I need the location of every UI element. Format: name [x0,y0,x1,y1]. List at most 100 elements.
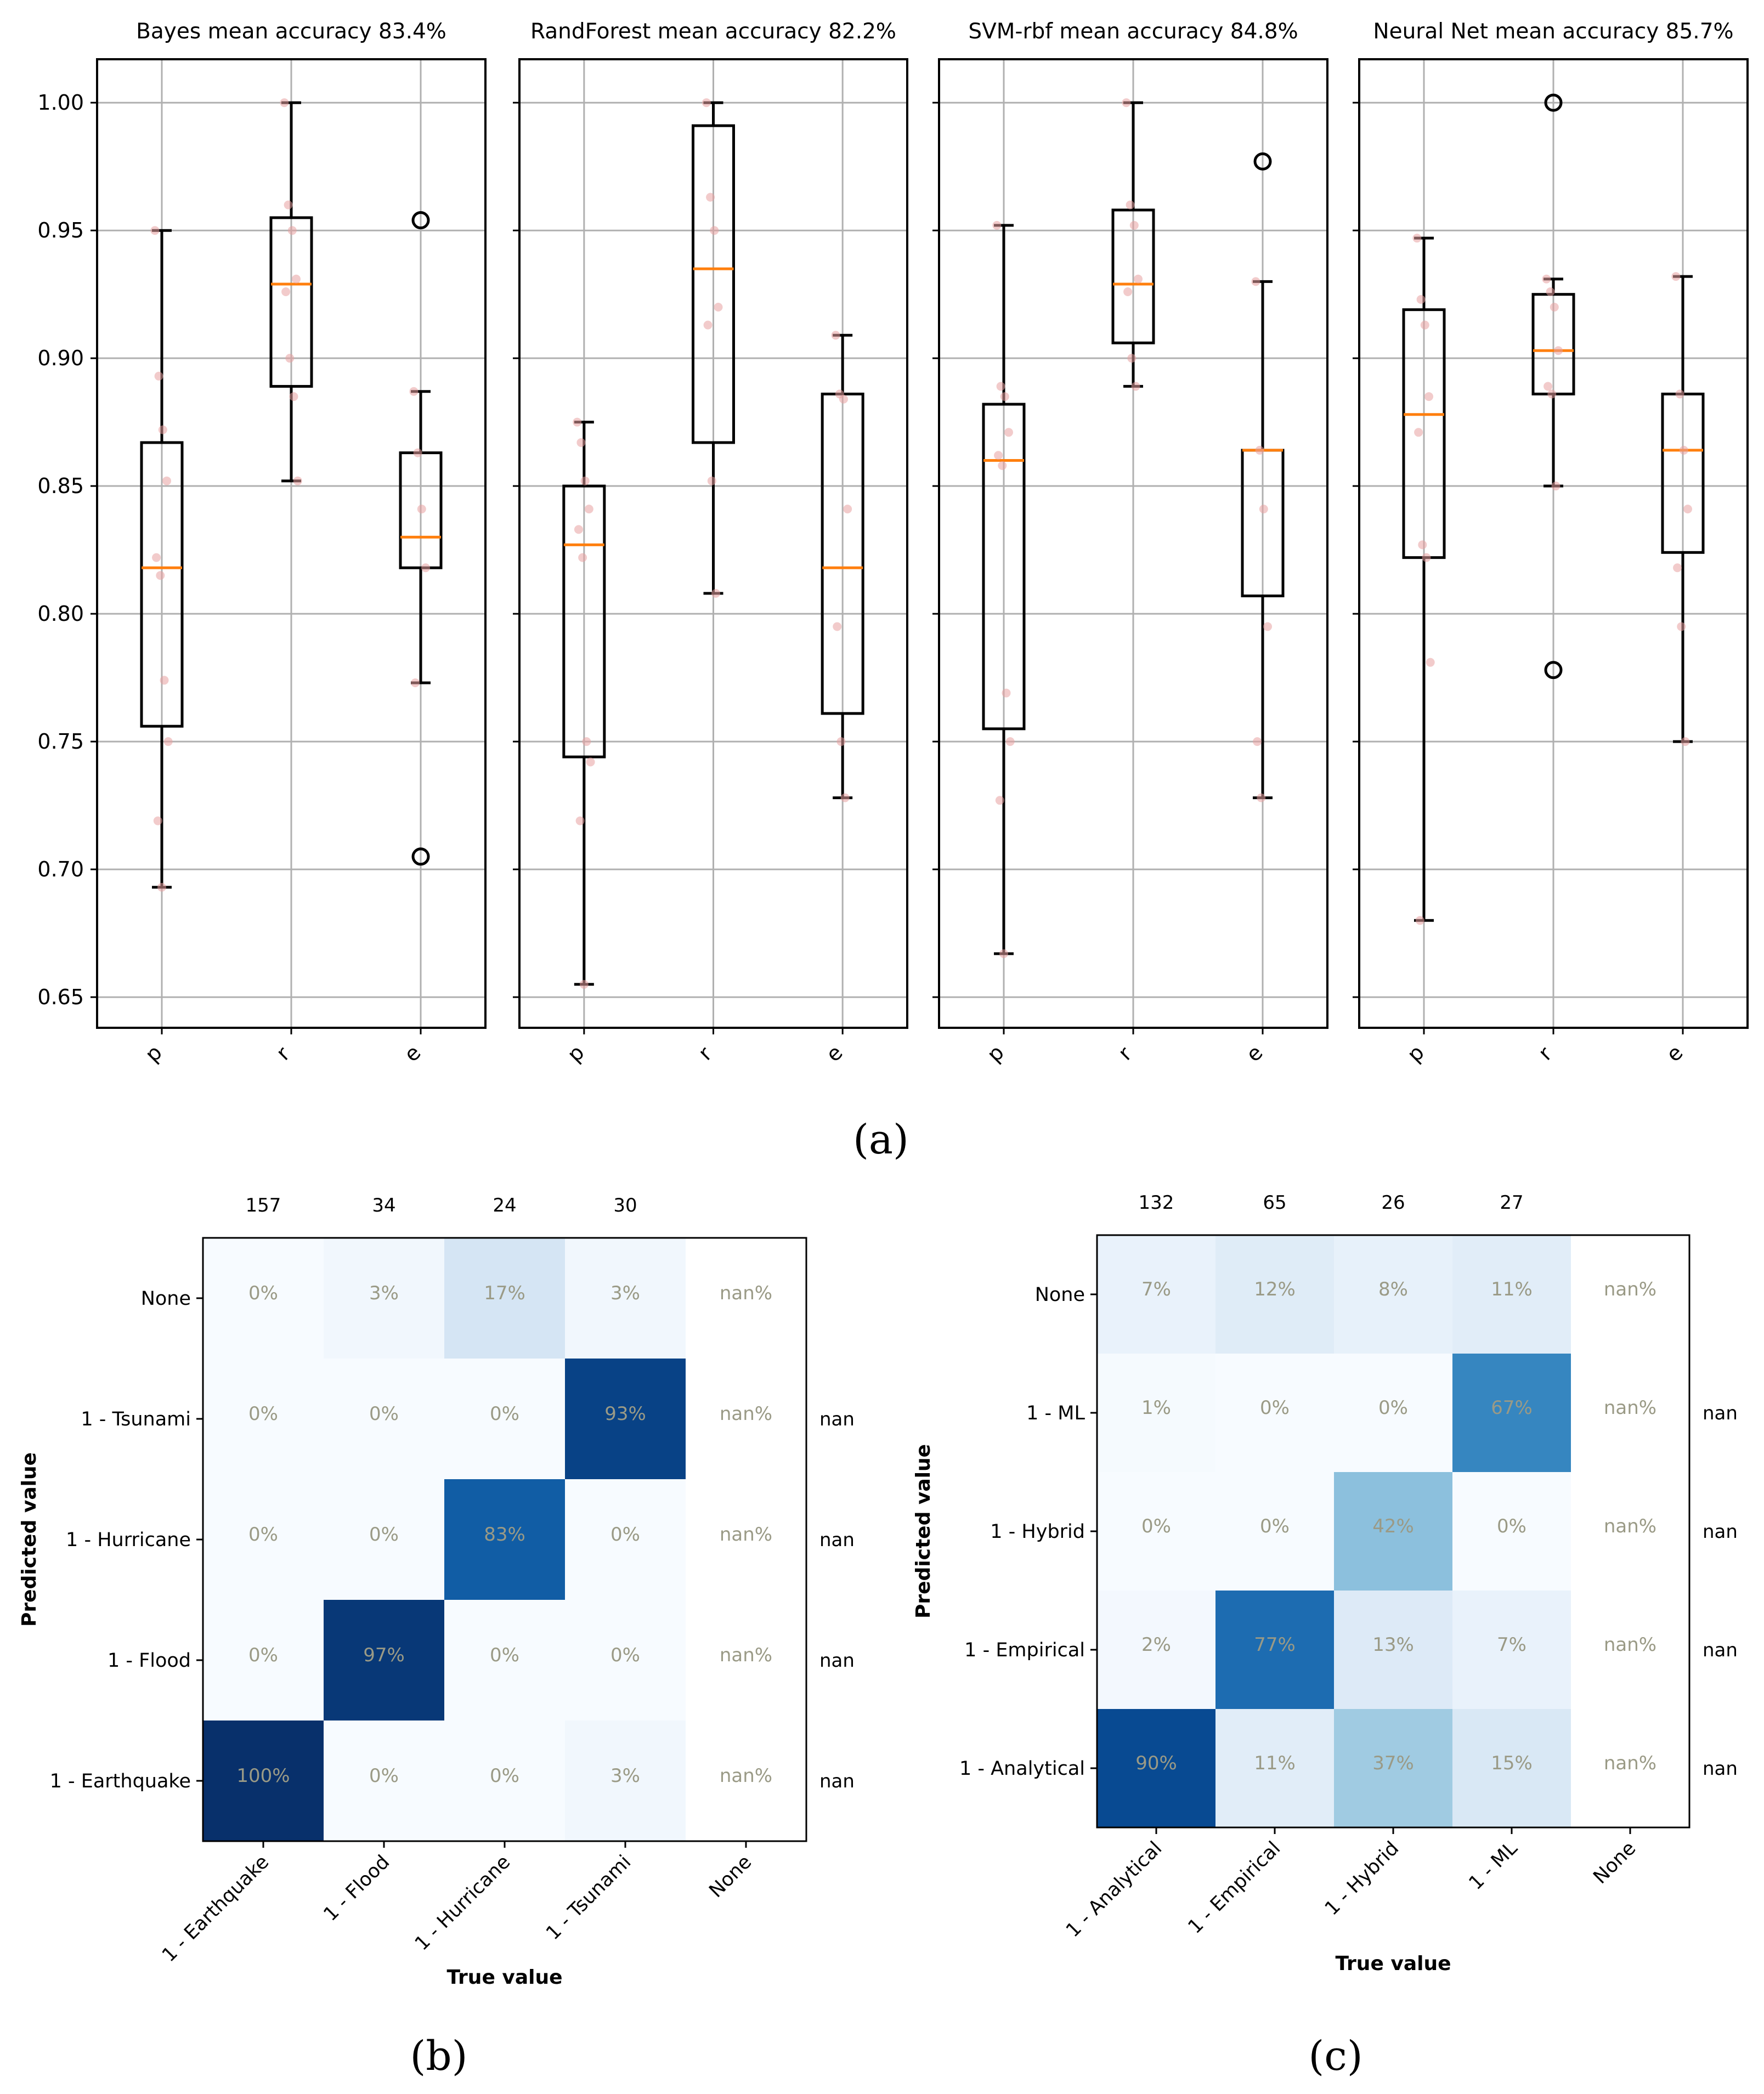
data-point [1131,382,1140,391]
cell-label: 0% [1141,1515,1171,1537]
data-point [293,476,302,485]
data-point [999,949,1008,958]
data-point [1263,622,1272,631]
box-p: p [982,220,1026,1067]
matrix-cell [1215,1235,1334,1354]
y-tick-label: 0.70 [37,857,84,881]
data-point [1673,563,1682,573]
data-point [1426,658,1435,667]
data-point [411,678,420,687]
cell-label: 11% [1491,1278,1533,1300]
data-point [702,98,711,107]
x-tick-label: r [1113,1042,1137,1065]
x-category-label: None [705,1851,756,1902]
row-side-label: nan [819,1529,855,1551]
cell-label: 11% [1254,1752,1296,1774]
cell-label: 0% [610,1644,640,1666]
data-point [1122,98,1131,107]
cell-label: nan% [720,1403,772,1425]
cell-label: 12% [1254,1278,1296,1300]
cell-label: 3% [610,1765,640,1787]
matrix-cell [1334,1354,1452,1472]
x-tick-label: p [140,1040,167,1067]
matrix-cell [1452,1709,1571,1827]
subplot-frame [518,58,908,1029]
matrix-cell [1215,1354,1334,1472]
data-point [582,737,591,746]
outlier-point [1253,152,1272,171]
data-point [1424,392,1433,401]
cell-label: 3% [369,1282,399,1304]
cell-label: 0% [1260,1397,1290,1419]
box-iqr [982,403,1026,731]
box-iqr [1111,208,1155,344]
cell-label: 0% [1260,1515,1290,1537]
data-point [409,387,419,396]
data-point [1677,622,1686,631]
panel-b-confusion-matrix: 0% 3% 17% 3% nan% 0% 0% 0% 93% nan% 0% 0% 83% 0% nan% 0… [18,1195,855,1989]
matrix-cell [565,1238,686,1359]
data-point [284,200,293,210]
data-point [580,476,590,485]
cell-label: 7% [1497,1634,1526,1656]
data-point [289,392,298,401]
matrix-cell [324,1238,444,1359]
matrix-cell [324,1721,444,1841]
matrix-cell [686,1238,806,1359]
data-point [575,816,585,825]
cell-label: 90% [1135,1752,1177,1774]
y-category-label: None [141,1288,191,1310]
data-point [710,226,719,235]
data-point [584,505,593,514]
data-point [287,226,297,235]
data-point [573,417,582,427]
data-point [1251,277,1260,286]
cell-label: nan% [720,1282,772,1304]
cell-label: 15% [1491,1752,1533,1774]
x-category-label: 1 - Hybrid [1321,1837,1403,1920]
data-point [1127,354,1137,363]
y-tick-label: 0.80 [37,602,84,626]
matrix-cell [203,1238,324,1359]
matrix-cell [1334,1591,1452,1709]
data-point [992,220,1002,230]
matrix-cell [1452,1354,1571,1472]
data-point [1671,272,1681,281]
data-point [1004,428,1013,437]
matrix-cell [1097,1472,1215,1591]
data-point [280,98,289,107]
row-side-label: nan [819,1650,855,1672]
data-point [157,882,166,892]
outlier-point [1544,661,1563,680]
cell-label: 67% [1491,1397,1533,1419]
data-point [1554,346,1563,355]
x-tick-label: e [399,1040,426,1067]
matrix-cell [686,1600,806,1721]
data-point [836,737,846,746]
data-point [1255,445,1264,455]
data-point [995,796,1004,805]
x-tick-label: r [1534,1042,1557,1065]
box-p: p [562,417,606,1067]
panel-c-caption: (c) [1308,2033,1362,2080]
data-point [1420,320,1429,330]
subplot-title: SVM-rbf mean accuracy 84.8% [968,19,1298,44]
cell-label: nan% [720,1524,772,1546]
matrix-cell [203,1359,324,1479]
row-side-label: nan [1703,1521,1738,1543]
cell-label: 0% [248,1403,278,1425]
data-point [711,588,720,598]
cell-label: 13% [1372,1634,1414,1656]
subplot-frame [1358,58,1749,1029]
data-point [1415,916,1424,925]
x-category-label: 1 - Tsunami [542,1851,635,1944]
data-point [285,354,295,363]
column-total: 27 [1500,1192,1523,1214]
matrix-cell [324,1479,444,1600]
x-tick-label: r [272,1042,295,1065]
subplot-title: RandForest mean accuracy 82.2% [530,19,896,44]
matrix-cell [444,1479,565,1600]
y-category-label: None [1035,1284,1085,1306]
x-category-label: 1 - Earthquake [158,1851,273,1966]
